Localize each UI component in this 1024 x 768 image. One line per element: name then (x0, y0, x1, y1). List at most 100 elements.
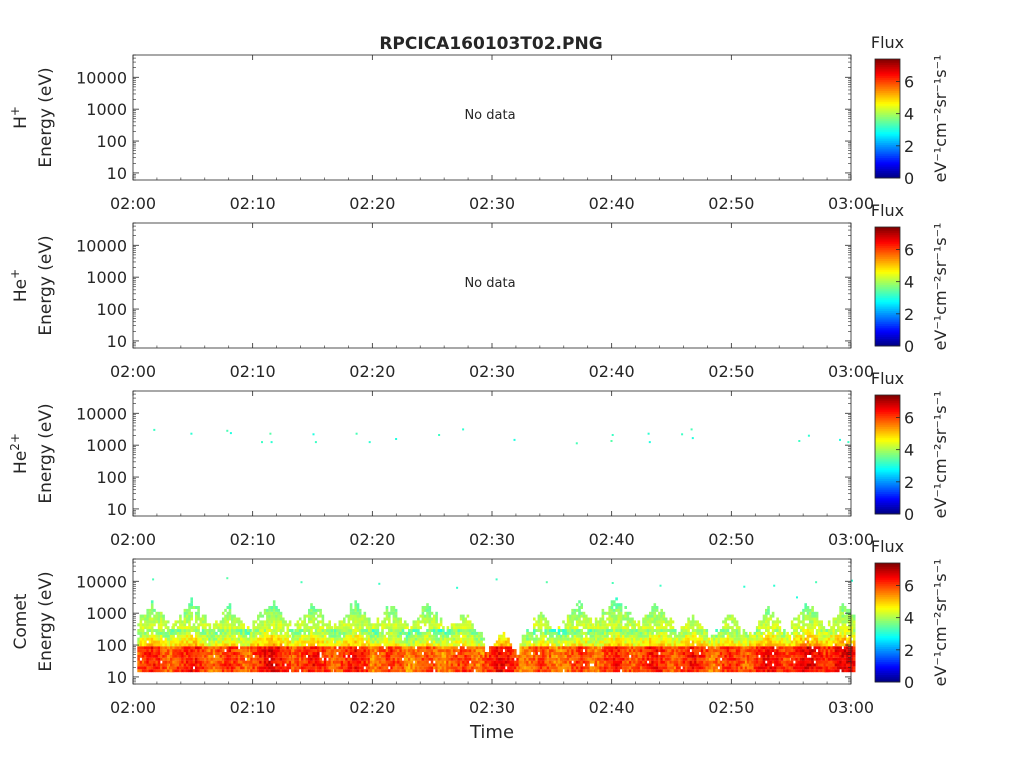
heatmap-cell (635, 646, 638, 650)
heatmap-cell (537, 640, 541, 644)
colorbar-swatch (875, 284, 900, 287)
heatmap-cell (199, 634, 203, 638)
heatmap-cell (275, 606, 278, 609)
heatmap-cell (591, 629, 595, 632)
colorbar-swatch (875, 512, 900, 515)
heatmap-cell (162, 669, 165, 673)
heatmap-cell (519, 657, 522, 661)
heatmap-cell (268, 623, 271, 627)
heatmap-cell (537, 620, 541, 624)
heatmap-cell (578, 617, 581, 621)
heatmap-cell (642, 623, 645, 627)
heatmap-cell (594, 646, 598, 650)
heatmap-cell (471, 640, 474, 644)
heatmap-cell (587, 629, 590, 632)
heatmap-cell (457, 669, 461, 673)
heatmap-cell (435, 640, 438, 644)
heatmap-cell (179, 646, 182, 650)
heatmap-cell (284, 620, 287, 624)
heatmap-cell (622, 660, 625, 664)
heatmap-cell (573, 640, 577, 644)
heatmap-cell (435, 654, 438, 658)
heatmap-cell (266, 663, 269, 667)
colorbar-swatch (875, 308, 900, 312)
heatmap-cell (555, 634, 559, 638)
heatmap-cell (261, 640, 265, 644)
heatmap-cell (235, 617, 239, 621)
heatmap-cell (412, 657, 416, 661)
heatmap-cell (259, 646, 262, 650)
heatmap-cell (480, 649, 483, 653)
heatmap-cell (587, 617, 590, 621)
heatmap-cell (275, 608, 278, 612)
heatmap-cell (615, 614, 618, 618)
heatmap-cell (560, 660, 563, 664)
colorbar-swatch (875, 430, 900, 433)
heatmap-cell (208, 654, 211, 658)
heatmap-cell (637, 660, 641, 664)
heatmap-cell (390, 640, 393, 644)
heatmap-cell (557, 640, 561, 644)
heatmap-cell (539, 629, 543, 632)
heatmap-cell (428, 666, 432, 670)
heatmap-cell (566, 620, 570, 624)
heatmap-cell (649, 669, 652, 673)
heatmap-cell (406, 663, 409, 667)
colorbar-swatch (875, 476, 900, 480)
heatmap-cell (480, 646, 483, 650)
heatmap-cell (252, 626, 255, 630)
heatmap-cell (292, 654, 295, 658)
heatmap-cell (263, 634, 267, 638)
heatmap-cell (553, 629, 557, 632)
heatmap-cell (272, 620, 276, 624)
heatmap-cell (201, 669, 205, 673)
heatmap-cell (195, 637, 198, 641)
heatmap-cell (333, 637, 337, 641)
heatmap-cell (312, 646, 316, 650)
heatmap-cell (150, 646, 154, 650)
heatmap-cell (564, 643, 568, 647)
heatmap-cell (204, 649, 207, 653)
heatmap-cell (642, 657, 645, 661)
heatmap-cell (557, 657, 561, 661)
heatmap-cell (206, 660, 209, 664)
heatmap-cell (471, 666, 474, 670)
heatmap-cell (571, 614, 574, 618)
heatmap-cell (308, 660, 311, 664)
heatmap-cell (637, 652, 641, 655)
heatmap-cell (294, 631, 297, 635)
heatmap-cell (224, 660, 227, 664)
heatmap-cell (352, 663, 355, 667)
heatmap-cell (437, 631, 441, 635)
heatmap-cell (282, 663, 285, 667)
heatmap-cell (560, 666, 563, 670)
colorbar-swatch (875, 99, 900, 103)
heatmap-cell (275, 620, 278, 624)
heatmap-cell (323, 669, 327, 673)
heatmap-cell (537, 646, 541, 650)
heatmap-cell (233, 634, 236, 638)
heatmap-cell (546, 652, 550, 655)
heatmap-cell (383, 649, 387, 653)
colorbar-swatch (875, 144, 900, 147)
heatmap-cell (162, 617, 165, 621)
heatmap-cell (365, 669, 369, 673)
heatmap-cell (303, 649, 306, 653)
heatmap-cell (459, 617, 463, 621)
heatmap-cell (340, 657, 344, 661)
heatmap-cell (430, 617, 434, 621)
colorbar-swatch (875, 251, 900, 254)
heatmap-cell (562, 631, 565, 635)
heatmap-cell (578, 600, 581, 604)
heatmap-cell (455, 669, 458, 673)
heatmap-cell (356, 608, 360, 612)
heatmap-cell (486, 654, 490, 658)
heatmap-cell (139, 640, 143, 644)
heatmap-cell (376, 631, 380, 635)
heatmap-cell (466, 669, 470, 673)
heatmap-cell (378, 623, 382, 627)
heatmap-cell (190, 654, 193, 658)
heatmap-cell (144, 652, 147, 655)
heatmap-cell (192, 606, 196, 609)
heatmap-cell (197, 640, 200, 644)
